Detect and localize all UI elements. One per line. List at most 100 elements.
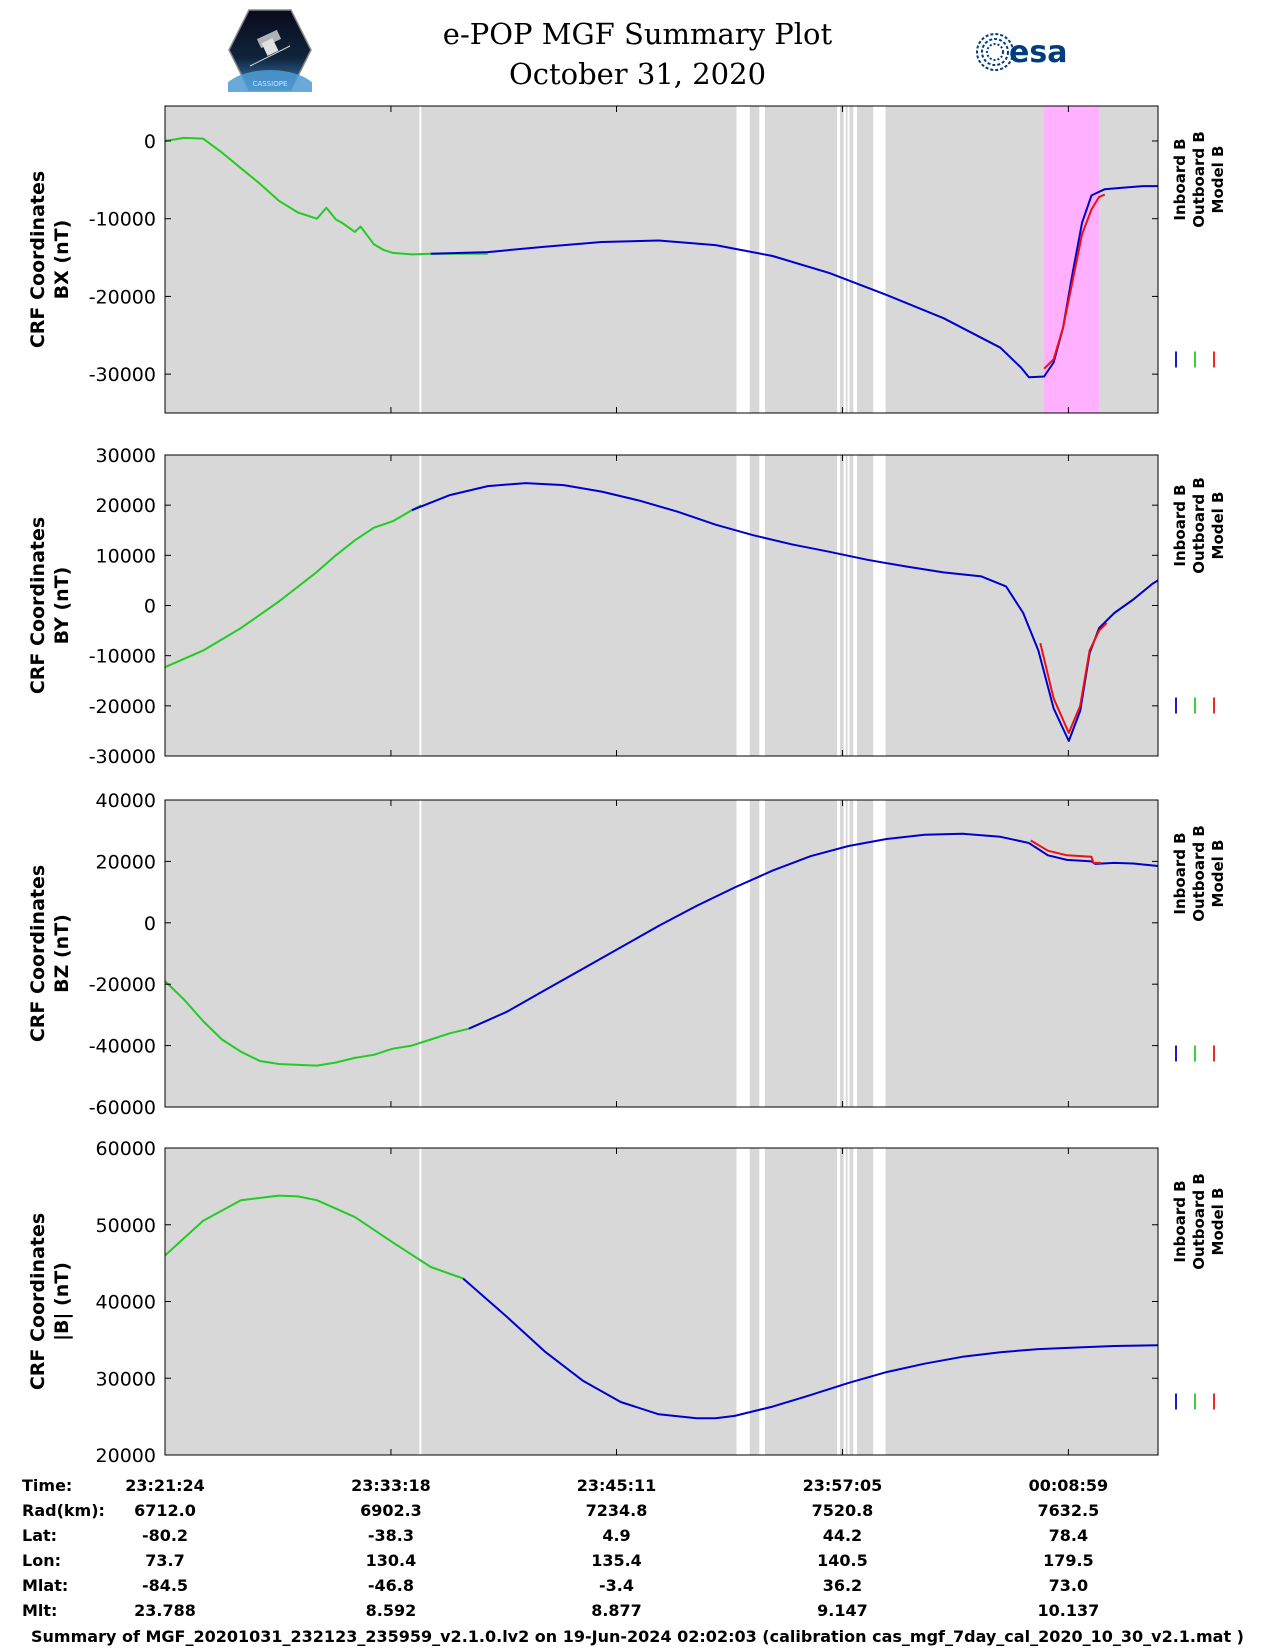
data-gap <box>873 455 886 756</box>
ephemeris-cell: 23:57:05 <box>802 1476 883 1495</box>
plot-background <box>165 1148 1158 1455</box>
y-axis-label-line-2: BX (nT) <box>51 220 73 300</box>
cassiope-logo: CASSIOPE <box>228 9 312 92</box>
y-tick-label: 30000 <box>96 445 156 467</box>
y-axis-label-line-1: CRF Coordinates <box>27 517 49 694</box>
ephemeris-cell: 23:21:24 <box>125 1476 205 1495</box>
y-tick-label: 20000 <box>96 1445 156 1467</box>
data-gap <box>419 106 422 413</box>
panel-1: 0 -10000 -20000 -30000 CRF Coordinates BX (nT… <box>27 105 1227 414</box>
y-tick-label: 0 <box>144 596 156 618</box>
data-gap <box>847 455 850 756</box>
legend-label-model: Model B <box>1209 146 1227 214</box>
y-tick-label: -60000 <box>89 1097 156 1119</box>
plot-frame <box>164 105 1159 414</box>
data-gap <box>736 800 750 1107</box>
page-title: e-POP MGF Summary Plot October 31, 2020 <box>0 14 1275 94</box>
ephemeris-cell: 6902.3 <box>360 1501 422 1520</box>
data-gap <box>847 106 850 413</box>
y-tick-label: 50000 <box>96 1215 156 1237</box>
panel-2: 30000 20000 10000 0 -10000 -20000 -30000 CRF Co… <box>27 445 1227 768</box>
legend-label-outboard: Outboard B <box>1190 477 1208 574</box>
y-tick-label: -20000 <box>89 974 156 996</box>
data-gap <box>873 106 886 413</box>
ephemeris-row-label: Mlat: <box>22 1576 69 1595</box>
ephemeris-cell: 36.2 <box>822 1576 863 1595</box>
plot-frame <box>164 799 1159 1108</box>
legend-label-model: Model B <box>1209 840 1227 908</box>
y-tick-label: 40000 <box>96 1292 156 1314</box>
data-gap <box>847 1148 850 1455</box>
data-gap <box>736 106 750 413</box>
panel-3: 40000 20000 0 -20000 -40000 -60000 CRF Coordin… <box>27 790 1227 1119</box>
y-tick-label: 40000 <box>96 790 156 812</box>
data-gap <box>759 800 765 1107</box>
series-line-outboard <box>164 136 488 256</box>
data-gap <box>759 106 765 413</box>
ephemeris-cell: 9.147 <box>817 1601 868 1620</box>
data-gap <box>843 106 846 413</box>
ephemeris-cell: 179.5 <box>1043 1551 1094 1570</box>
y-tick-label: -10000 <box>89 209 156 231</box>
y-axis-label-line-2: BY (nT) <box>51 567 73 645</box>
ephemeris-cell: 78.4 <box>1048 1526 1089 1545</box>
y-tick-label: 20000 <box>96 495 156 517</box>
legend-label-outboard: Outboard B <box>1190 1173 1208 1270</box>
title-line-2: October 31, 2020 <box>508 57 767 91</box>
ephemeris-cell: 140.5 <box>817 1551 868 1570</box>
plot-background <box>165 106 1158 413</box>
panel-4: 60000 50000 40000 30000 20000 CRF Coordinates… <box>27 1138 1227 1467</box>
y-axis-label-line-1: CRF Coordinates <box>27 171 49 348</box>
series-line-model <box>1030 839 1101 864</box>
legend-label-inboard: Inboard B <box>1171 484 1189 566</box>
plot-background <box>165 455 1158 756</box>
ephemeris-cell: 23:33:18 <box>351 1476 431 1495</box>
ephemeris-cell: 4.9 <box>602 1526 631 1545</box>
data-gap <box>419 800 422 1107</box>
legend-label-outboard: Outboard B <box>1190 825 1208 922</box>
y-tick-label: 10000 <box>96 545 156 567</box>
y-tick-label: 30000 <box>96 1368 156 1390</box>
ephemeris-cell: 73.7 <box>145 1551 185 1570</box>
series-line-outboard <box>164 504 422 669</box>
ephemeris-row-label: Time: <box>22 1476 73 1495</box>
ephemeris-cell: 73.0 <box>1048 1576 1089 1595</box>
ephemeris-cell: -46.8 <box>367 1576 414 1595</box>
series-line-outboard <box>164 980 470 1067</box>
data-gap <box>759 455 765 756</box>
logo-left-caption: CASSIOPE <box>253 80 288 88</box>
data-gap <box>736 1148 750 1455</box>
series-line-inboard <box>430 185 1158 379</box>
series-line-outboard <box>164 1194 464 1280</box>
series-line-model <box>1039 622 1108 734</box>
ephemeris-cell: 7632.5 <box>1037 1501 1100 1520</box>
ephemeris-cell: 8.592 <box>365 1601 417 1620</box>
ephemeris-cell: -80.2 <box>141 1526 189 1545</box>
plot-background <box>165 800 1158 1107</box>
ephemeris-cell: 00:08:59 <box>1028 1476 1109 1495</box>
ephemeris-cell: 7520.8 <box>811 1501 874 1520</box>
y-axis-label-line-1: CRF Coordinates <box>27 1213 49 1390</box>
data-gap <box>736 455 750 756</box>
ephemeris-cell: -84.5 <box>141 1576 189 1595</box>
ephemeris-row-label: Rad(km): <box>22 1501 105 1520</box>
legend-label-model: Model B <box>1209 492 1227 560</box>
y-axis-label-line-2: BZ (nT) <box>51 914 73 993</box>
data-gap <box>759 1148 765 1455</box>
data-gap <box>837 1148 840 1455</box>
data-gap <box>837 800 840 1107</box>
data-gap <box>837 106 840 413</box>
ephemeris-cell: -3.4 <box>599 1576 634 1595</box>
ephemeris-cell: 6712.0 <box>134 1501 196 1520</box>
legend-label-outboard: Outboard B <box>1190 131 1208 228</box>
y-tick-label: 60000 <box>96 1138 156 1160</box>
y-tick-label: -10000 <box>89 646 156 668</box>
esa-logo: esa <box>976 33 1067 71</box>
ephemeris-row-label: Lon: <box>22 1551 61 1570</box>
legend-label-inboard: Inboard B <box>1171 138 1189 220</box>
y-tick-label: -20000 <box>89 696 156 718</box>
data-gap <box>853 455 858 756</box>
ephemeris-cell: -38.3 <box>367 1526 414 1545</box>
data-gap <box>843 800 846 1107</box>
